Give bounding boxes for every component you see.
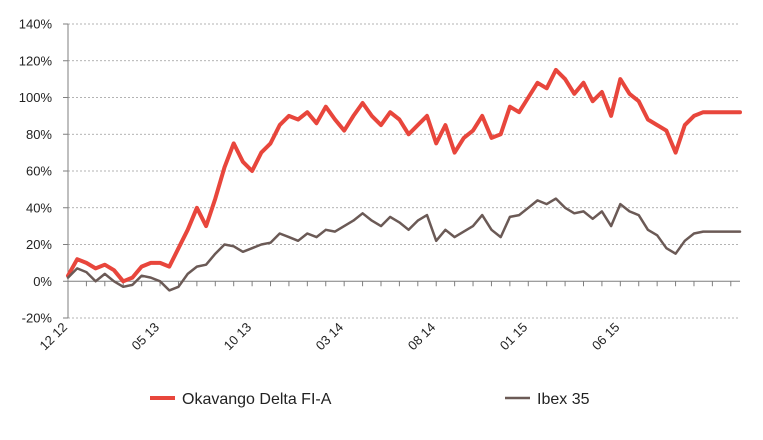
x-tick-label: 01 15: [497, 320, 531, 354]
y-tick-label: 60%: [26, 164, 52, 179]
series-layer: [66, 67, 742, 292]
y-tick-label: 0%: [33, 274, 52, 289]
y-tick-label: 40%: [26, 200, 52, 215]
y-tick-label: 120%: [19, 53, 53, 68]
series-line-ibex: [66, 197, 742, 292]
y-tick-label: 80%: [26, 127, 52, 142]
y-tick-label: -20%: [22, 311, 53, 326]
y-tick-label: 20%: [26, 237, 52, 252]
y-tick-label: 140%: [19, 17, 53, 32]
x-tick-label: 03 14: [313, 320, 347, 354]
legend: Okavango Delta FI-A Ibex 35: [150, 391, 590, 408]
y-tick-label: 100%: [19, 90, 53, 105]
x-tick-label: 10 13: [221, 320, 255, 354]
x-tick-label: 08 14: [405, 320, 439, 354]
x-tick-label: 05 13: [129, 320, 163, 354]
y-axis: -20% 0% 20% 40% 60% 80% 100% 120% 140%: [19, 17, 69, 326]
x-tick-label: 06 15: [589, 320, 623, 354]
grid: [68, 23, 740, 319]
legend-label-okavango: Okavango Delta FI-A: [182, 391, 332, 408]
legend-label-ibex: Ibex 35: [537, 391, 590, 408]
series-line-okavango: [66, 67, 742, 284]
x-axis: 12 12 05 13 10 13 03 14 08 14 01 15 06 15: [37, 280, 740, 354]
